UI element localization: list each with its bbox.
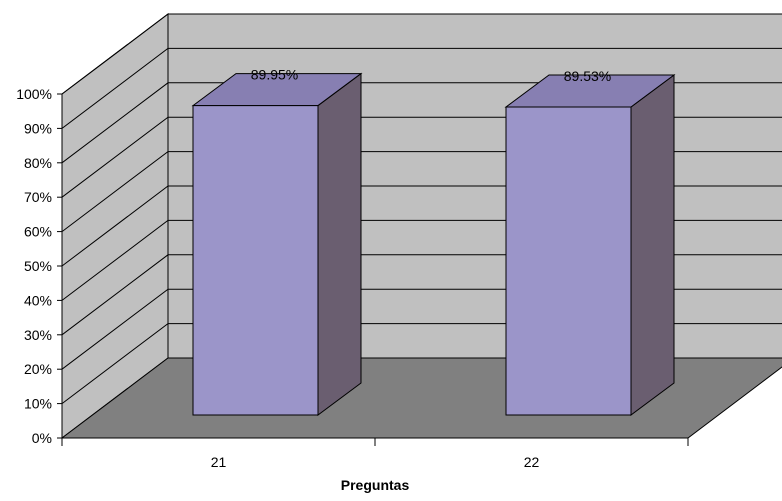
gridline bbox=[61, 13, 782, 95]
x-tick-label: 21 bbox=[211, 454, 227, 470]
bar-22 bbox=[504, 74, 676, 416]
y-tick-label: 10% bbox=[24, 396, 52, 412]
y-tick-label: 70% bbox=[24, 189, 52, 205]
y-tick-label: 90% bbox=[24, 120, 52, 136]
y-tick-label: 40% bbox=[24, 292, 52, 308]
data-label: 89.53% bbox=[564, 68, 611, 84]
x-tick-label: 22 bbox=[524, 454, 540, 470]
bar-front bbox=[505, 106, 632, 416]
bar-side bbox=[630, 74, 675, 416]
y-tick-label: 30% bbox=[24, 327, 52, 343]
data-label: 89.95% bbox=[251, 67, 298, 83]
y-tick-label: 60% bbox=[24, 224, 52, 240]
chart-text: 89.95% 89.53% 0% 10% 20% 30% 40% 50% 60% 70% 80% 90… bbox=[16, 67, 611, 493]
gridline bbox=[61, 47, 782, 129]
bars bbox=[191, 72, 676, 416]
x-axis-title: Preguntas bbox=[341, 477, 410, 493]
axes bbox=[57, 93, 689, 446]
bar-front bbox=[192, 105, 319, 416]
y-tick-label: 80% bbox=[24, 155, 52, 171]
bar-21 bbox=[191, 72, 363, 416]
bar-side bbox=[317, 72, 362, 416]
y-tick-label: 50% bbox=[24, 258, 52, 274]
y-tick-label: 100% bbox=[16, 86, 52, 102]
y-tick-label: 20% bbox=[24, 361, 52, 377]
y-tick-label: 0% bbox=[32, 430, 52, 446]
